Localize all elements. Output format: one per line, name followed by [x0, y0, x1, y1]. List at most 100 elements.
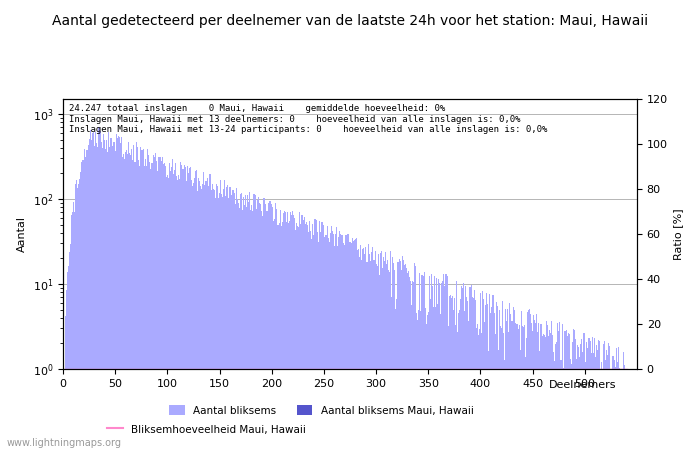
Bar — [610, 374, 611, 450]
Bar — [503, 333, 504, 450]
Bar — [330, 226, 332, 450]
Bar — [307, 225, 308, 450]
Bar — [594, 338, 595, 450]
Bar — [258, 197, 259, 450]
Bar — [260, 204, 261, 450]
Bar — [619, 369, 620, 450]
Bar — [623, 352, 624, 450]
Bar — [523, 327, 524, 450]
Bar — [222, 198, 223, 450]
Bar — [368, 244, 370, 450]
Bar — [127, 154, 128, 450]
Bar — [88, 144, 89, 450]
Bar — [334, 246, 335, 450]
Bar — [547, 324, 548, 450]
Bar — [107, 152, 108, 450]
Bar — [419, 273, 421, 450]
Bar — [385, 252, 386, 450]
Bar — [479, 329, 480, 450]
Bar — [393, 263, 394, 450]
Bar — [453, 310, 454, 450]
Bar — [452, 297, 453, 450]
Bar — [269, 201, 270, 450]
Bar — [377, 266, 378, 450]
Bar — [346, 235, 347, 450]
Bar — [524, 325, 525, 450]
Bar — [536, 314, 538, 450]
Bar — [381, 251, 382, 450]
Bar — [139, 166, 140, 450]
Bar — [174, 170, 175, 450]
Bar — [226, 187, 228, 450]
Bar — [589, 341, 591, 450]
Bar — [193, 183, 194, 450]
Bar — [473, 298, 474, 450]
Bar — [416, 312, 417, 450]
Y-axis label: Ratio [%]: Ratio [%] — [673, 208, 683, 260]
Text: Deelnemers: Deelnemers — [549, 380, 616, 390]
Bar — [140, 147, 141, 450]
Bar — [378, 254, 379, 450]
Bar — [261, 211, 262, 450]
Bar — [228, 198, 230, 450]
Bar — [142, 150, 143, 450]
Bar — [74, 212, 75, 450]
Bar — [592, 338, 593, 450]
Bar — [214, 190, 215, 450]
Bar — [529, 310, 530, 450]
Bar — [315, 219, 316, 450]
Bar — [100, 130, 101, 450]
Bar — [591, 353, 592, 450]
Bar — [176, 176, 177, 450]
Bar — [486, 293, 487, 450]
Bar — [236, 188, 237, 450]
Bar — [215, 198, 216, 450]
Bar — [76, 180, 77, 450]
Bar — [443, 274, 444, 450]
Bar — [433, 307, 434, 450]
Bar — [287, 212, 288, 450]
Bar — [506, 320, 507, 450]
Bar — [104, 140, 105, 450]
Bar — [374, 251, 376, 450]
Bar — [211, 184, 213, 450]
Bar — [285, 212, 286, 450]
Bar — [101, 142, 102, 450]
Bar — [125, 152, 126, 450]
Bar — [557, 323, 558, 450]
Bar — [111, 146, 113, 450]
Bar — [308, 233, 309, 450]
Bar — [216, 184, 217, 450]
Bar — [166, 177, 167, 450]
Bar — [386, 264, 387, 450]
Bar — [552, 335, 553, 450]
Bar — [431, 274, 432, 450]
Bar — [251, 205, 253, 450]
Bar — [531, 323, 532, 450]
Bar — [256, 209, 257, 450]
Bar — [608, 343, 609, 450]
Bar — [98, 127, 99, 450]
Bar — [283, 213, 284, 450]
Bar — [476, 328, 477, 450]
Bar — [383, 256, 384, 450]
Bar — [577, 345, 578, 450]
Bar — [532, 331, 533, 450]
Bar — [494, 334, 496, 450]
Bar — [429, 276, 430, 450]
Bar — [344, 245, 345, 450]
Bar — [434, 275, 435, 450]
Bar — [275, 203, 276, 450]
Bar — [573, 328, 574, 450]
Bar — [341, 235, 342, 450]
Bar — [572, 342, 573, 450]
Bar — [323, 225, 324, 450]
Bar — [119, 137, 120, 450]
Bar — [402, 261, 404, 450]
Bar — [545, 337, 546, 450]
Bar — [504, 360, 505, 450]
Bar — [97, 147, 98, 450]
Bar — [181, 165, 183, 450]
Bar — [155, 153, 156, 450]
Bar — [555, 344, 556, 450]
